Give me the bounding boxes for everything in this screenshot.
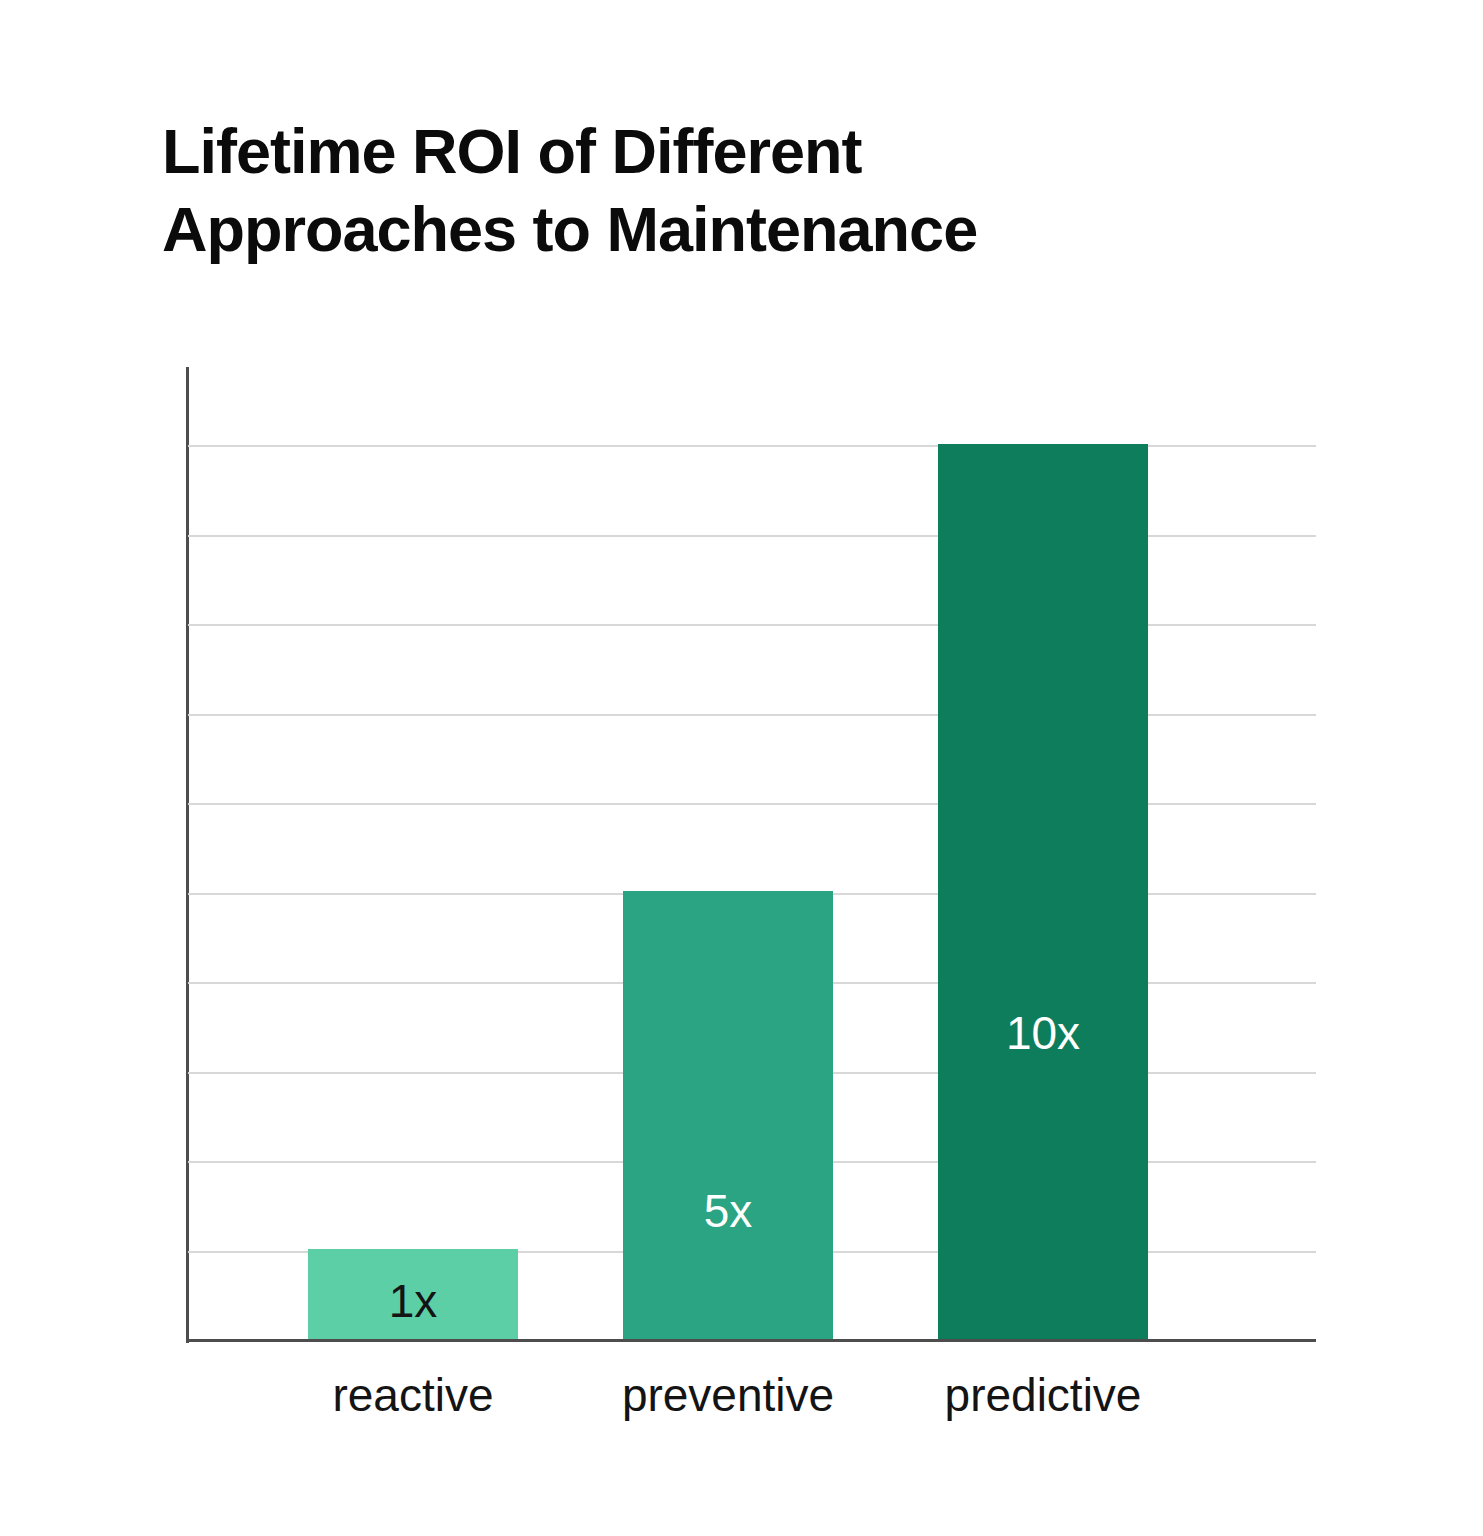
category-label-predictive: predictive bbox=[883, 1372, 1203, 1418]
y-axis-line bbox=[186, 367, 189, 1343]
category-label-preventive: preventive bbox=[568, 1372, 888, 1418]
bar-value-label-reactive: 1x bbox=[308, 1278, 518, 1324]
bar-predictive: 10x bbox=[938, 444, 1148, 1339]
bar-value-label-predictive: 10x bbox=[938, 1010, 1148, 1056]
infographic-canvas: Lifetime ROI of DifferentApproaches to M… bbox=[0, 0, 1483, 1536]
x-axis-line bbox=[186, 1339, 1316, 1342]
bar-preventive: 5x bbox=[623, 891, 833, 1339]
category-label-reactive: reactive bbox=[253, 1372, 573, 1418]
bar-reactive: 1x bbox=[308, 1249, 518, 1339]
bar-value-label-preventive: 5x bbox=[623, 1188, 833, 1234]
bar-chart-plot: 1x reactive 5x preventive 10x predictive bbox=[0, 0, 1483, 1536]
